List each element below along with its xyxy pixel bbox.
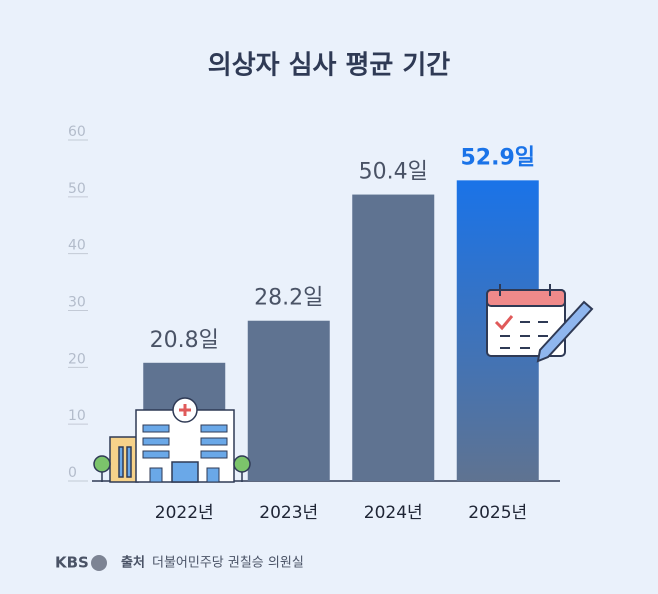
hospital-icon — [93, 397, 251, 483]
x-tick-label: 2025년 — [468, 503, 527, 523]
y-tick-label: 40 — [68, 238, 86, 254]
logo-mark — [91, 555, 107, 571]
y-tick-label: 30 — [68, 295, 86, 311]
y-tick-label: 20 — [68, 351, 86, 367]
x-tick-label: 2024년 — [364, 503, 423, 523]
source: 더불어민주당 권칠승 의원실 — [152, 556, 304, 571]
source-label: 출처 — [121, 555, 145, 571]
y-tick-label: 60 — [68, 124, 86, 140]
value-label: 20.8일 — [150, 328, 219, 353]
value-label: 28.2일 — [254, 286, 323, 311]
value-label: 52.9일 — [460, 145, 535, 170]
y-tick-label: 0 — [68, 465, 77, 481]
logo: KBS — [55, 554, 89, 572]
bar — [352, 194, 435, 481]
bar — [247, 320, 330, 481]
x-tick-label: 2023년 — [259, 503, 318, 523]
value-label: 50.4일 — [359, 160, 428, 185]
calendar-icon — [486, 284, 594, 363]
y-tick-label: 10 — [68, 408, 86, 424]
y-tick-label: 50 — [68, 181, 86, 197]
source-line: KBS 출처 더불어민주당 권칠승 의원실 — [55, 554, 304, 572]
x-tick-label: 2022년 — [155, 503, 214, 523]
chart-title: 의상자 심사 평균 기간 — [208, 51, 451, 81]
